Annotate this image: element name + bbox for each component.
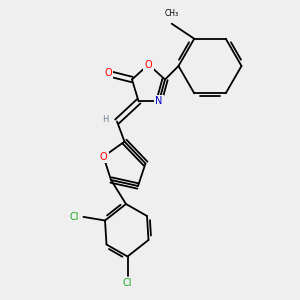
Text: Cl: Cl — [70, 212, 79, 222]
Text: Cl: Cl — [123, 278, 132, 289]
Text: O: O — [104, 68, 112, 79]
Text: N: N — [155, 96, 163, 106]
Text: O: O — [100, 152, 107, 162]
Text: O: O — [145, 59, 152, 70]
Text: H: H — [102, 116, 109, 124]
Text: CH₃: CH₃ — [165, 9, 179, 18]
